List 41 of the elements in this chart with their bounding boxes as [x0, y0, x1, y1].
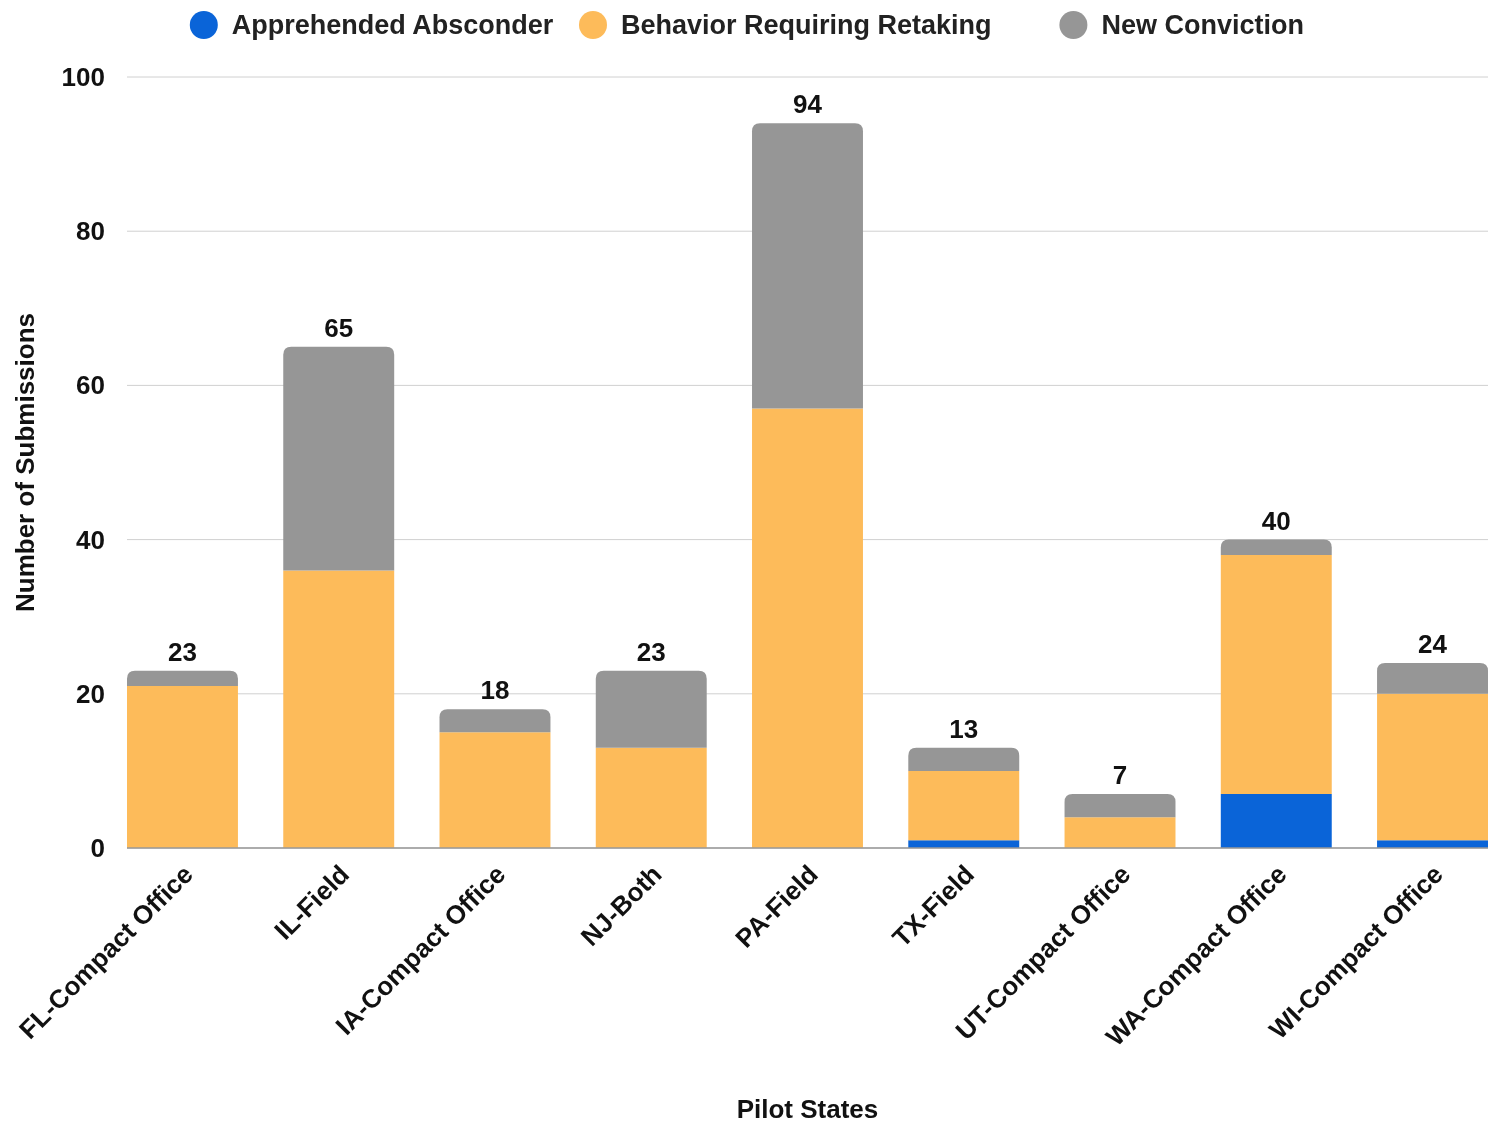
bar [1377, 662, 1488, 694]
y-axis-title: Number of Submissions [10, 312, 40, 613]
y-tick-label: 80 [76, 216, 105, 247]
y-tick-label: 40 [76, 524, 105, 555]
bar [127, 670, 238, 687]
bar [752, 408, 863, 848]
bar [908, 840, 1020, 848]
bar [752, 123, 863, 409]
total-label: 23 [168, 636, 197, 667]
total-label: 24 [1418, 628, 1448, 659]
y-tick-label: 100 [61, 62, 105, 92]
total-label: 23 [636, 636, 666, 667]
y-tick-label: 20 [76, 678, 105, 709]
bar [439, 732, 551, 848]
bar [1220, 794, 1332, 848]
bar [595, 747, 707, 848]
bar [1377, 693, 1488, 841]
bar [1064, 817, 1176, 848]
bar [283, 346, 395, 571]
total-label: 65 [324, 312, 354, 343]
y-tick-label: 0 [90, 833, 105, 863]
y-tick-label: 60 [76, 370, 105, 401]
bar [283, 570, 395, 848]
bar [127, 686, 238, 848]
total-label: 13 [949, 713, 979, 744]
bar [908, 747, 1020, 771]
total-label: 18 [480, 675, 510, 706]
total-label: 94 [793, 89, 823, 120]
bar [595, 670, 707, 748]
bar [1064, 794, 1176, 818]
total-label: 7 [1112, 760, 1128, 791]
bar [1220, 555, 1332, 795]
legend-label: New Conviction [1101, 10, 1304, 40]
bar [1377, 840, 1488, 848]
x-axis-title: Pilot States [736, 1094, 879, 1123]
legend-label: Apprehended Absconder [231, 10, 554, 40]
bar [908, 770, 1020, 841]
bar [1220, 539, 1332, 556]
total-label: 40 [1261, 505, 1291, 536]
legend-label: Behavior Requiring Retaking [621, 10, 992, 40]
bar [439, 709, 551, 733]
